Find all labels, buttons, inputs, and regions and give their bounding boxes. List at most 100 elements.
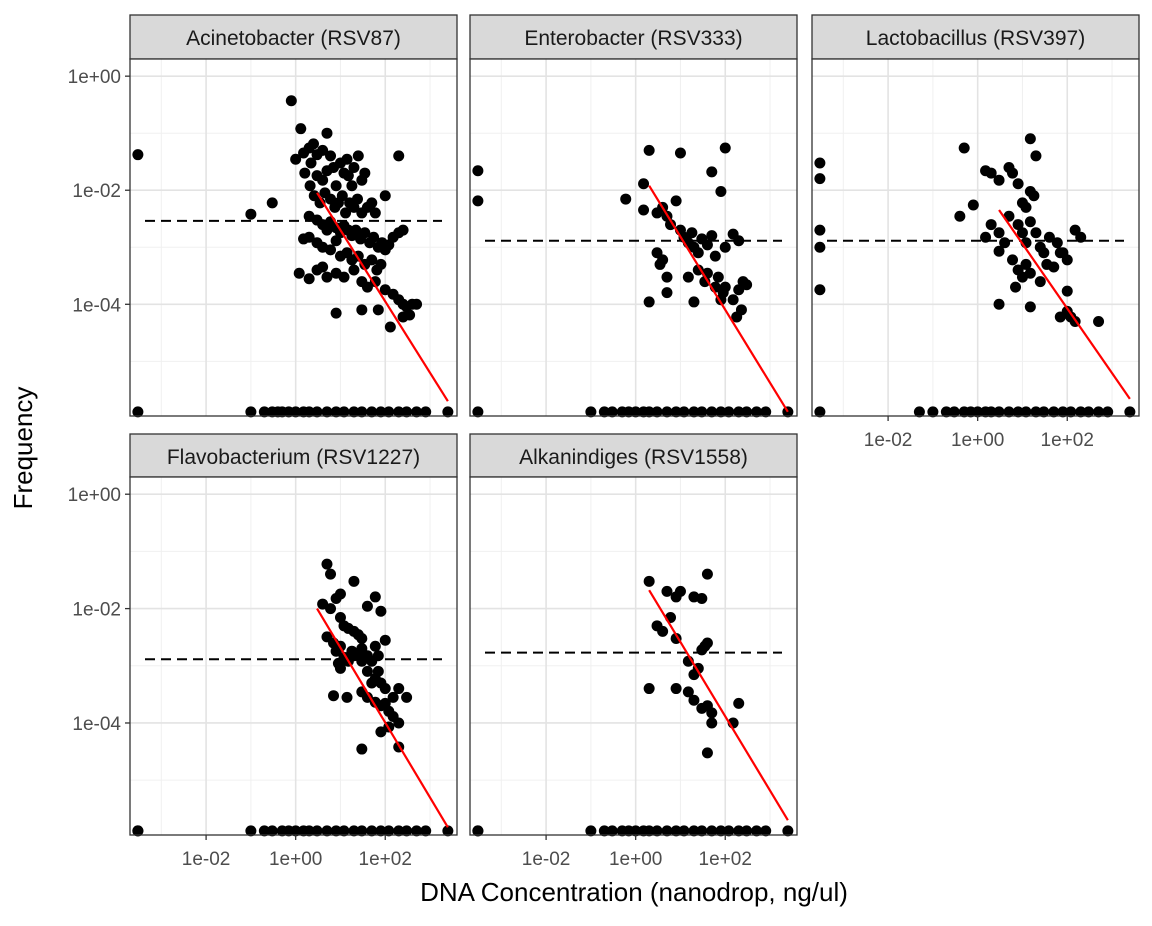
data-point <box>338 271 350 283</box>
data-point <box>401 691 413 703</box>
data-point <box>411 825 423 837</box>
facet-panel-1: Acinetobacter (RSV87) 1e+00 1e-02 1e-04 <box>68 14 458 418</box>
data-point <box>814 224 826 236</box>
data-point <box>814 241 826 253</box>
data-point <box>1030 227 1042 239</box>
data-point <box>1012 219 1024 231</box>
x-tick-label: 1e+00 <box>951 430 1004 451</box>
facet-strip <box>129 433 458 478</box>
data-point <box>361 281 373 293</box>
y-tick-label: 1e-04 <box>72 295 121 316</box>
y-tick-label: 1e+00 <box>68 67 121 88</box>
y-tick-label: 1e-02 <box>72 600 121 621</box>
x-tick-label: 1e+00 <box>609 849 662 870</box>
plot-background <box>812 59 1139 416</box>
facet-panel-2: Enterobacter (RSV333) <box>469 14 798 418</box>
data-point <box>366 254 378 266</box>
data-point <box>1010 281 1022 293</box>
data-point <box>1016 227 1028 239</box>
data-point <box>361 665 373 677</box>
data-point <box>706 825 718 837</box>
data-point <box>741 406 753 418</box>
data-point <box>643 575 655 587</box>
data-point <box>678 825 690 837</box>
data-point <box>665 219 677 231</box>
data-point <box>356 655 368 667</box>
data-point <box>606 406 618 418</box>
data-point <box>661 406 673 418</box>
data-point <box>585 825 597 837</box>
data-point <box>706 717 718 729</box>
data-point <box>361 691 373 703</box>
data-point <box>266 197 278 209</box>
data-point <box>670 406 682 418</box>
data-point <box>393 150 405 162</box>
data-point <box>1048 406 1060 418</box>
data-point <box>643 406 655 418</box>
data-point <box>731 311 743 323</box>
data-point <box>1065 406 1077 418</box>
data-point <box>383 825 395 837</box>
data-point <box>348 406 360 418</box>
data-point <box>1093 406 1105 418</box>
data-point <box>304 180 316 192</box>
data-point <box>295 123 307 135</box>
data-point <box>661 825 673 837</box>
data-point <box>1003 406 1015 418</box>
data-point <box>1034 276 1046 288</box>
data-point <box>375 406 387 418</box>
data-point <box>352 150 364 162</box>
data-point <box>356 304 368 316</box>
data-point <box>630 825 642 837</box>
data-point <box>958 142 970 154</box>
data-point <box>348 201 360 213</box>
data-point <box>723 825 735 837</box>
data-point <box>341 691 353 703</box>
data-point <box>472 165 484 177</box>
data-point <box>442 825 454 837</box>
data-point <box>682 271 694 283</box>
data-point <box>606 825 618 837</box>
data-point <box>348 825 360 837</box>
data-point <box>638 178 650 190</box>
data-point <box>317 144 329 156</box>
data-point <box>321 271 333 283</box>
data-point <box>1024 301 1036 313</box>
data-point <box>336 190 348 202</box>
data-point <box>472 195 484 207</box>
data-point <box>701 747 713 759</box>
data-point <box>369 640 381 652</box>
data-point <box>356 825 368 837</box>
facet-strip-label: Lactobacillus (RSV397) <box>866 27 1085 50</box>
data-point <box>258 825 270 837</box>
x-tick-label: 1e+02 <box>1041 430 1094 451</box>
fit-line <box>648 185 789 413</box>
data-point <box>1075 406 1087 418</box>
data-point <box>348 264 360 276</box>
data-point <box>814 284 826 296</box>
data-point <box>258 406 270 418</box>
facet-panel-3: Lactobacillus (RSV397) 1e-02 1e+00 1e+02 <box>811 14 1140 451</box>
data-point <box>1012 178 1024 190</box>
data-point <box>321 406 333 418</box>
data-point <box>701 568 713 580</box>
data-point <box>643 683 655 695</box>
data-point <box>334 662 346 674</box>
data-point <box>760 825 772 837</box>
data-point <box>670 683 682 695</box>
data-point <box>733 697 745 709</box>
facet-strip <box>469 14 798 60</box>
data-point <box>661 585 673 597</box>
data-point <box>393 825 405 837</box>
data-point <box>245 825 257 837</box>
data-point <box>420 825 432 837</box>
data-point <box>701 637 713 649</box>
data-point <box>657 254 669 266</box>
data-point <box>383 406 395 418</box>
data-point <box>1054 247 1066 259</box>
data-point <box>696 825 708 837</box>
panel-border <box>469 58 798 417</box>
x-tick-label: 1e-02 <box>522 849 571 870</box>
data-point <box>967 199 979 211</box>
